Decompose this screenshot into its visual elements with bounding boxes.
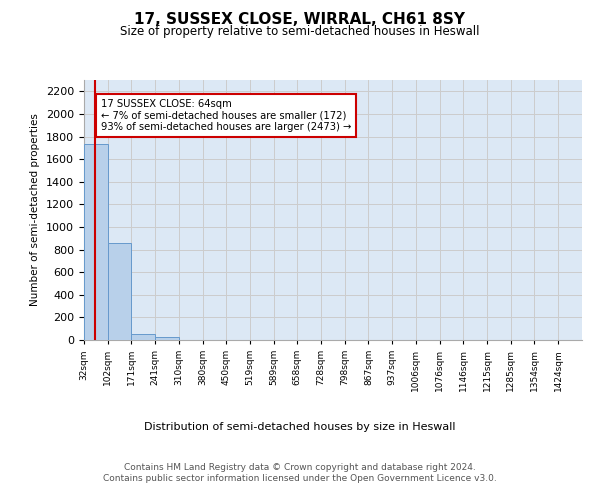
Bar (84, 144, 107, 340)
Text: 17 SUSSEX CLOSE: 64sqm
← 7% of semi-detached houses are smaller (172)
93% of sem: 17 SUSSEX CLOSE: 64sqm ← 7% of semi-deta… (101, 99, 352, 132)
Text: Contains HM Land Registry data © Crown copyright and database right 2024.: Contains HM Land Registry data © Crown c… (124, 462, 476, 471)
Bar (155, 337, 179, 340)
Text: Size of property relative to semi-detached houses in Heswall: Size of property relative to semi-detach… (120, 25, 480, 38)
Text: Contains public sector information licensed under the Open Government Licence v3: Contains public sector information licen… (103, 474, 497, 483)
Text: 17, SUSSEX CLOSE, WIRRAL, CH61 8SY: 17, SUSSEX CLOSE, WIRRAL, CH61 8SY (134, 12, 466, 28)
Bar (108, 243, 131, 340)
Text: Distribution of semi-detached houses by size in Heswall: Distribution of semi-detached houses by … (144, 422, 456, 432)
Y-axis label: Number of semi-detached properties: Number of semi-detached properties (31, 114, 40, 306)
Bar (131, 334, 155, 340)
